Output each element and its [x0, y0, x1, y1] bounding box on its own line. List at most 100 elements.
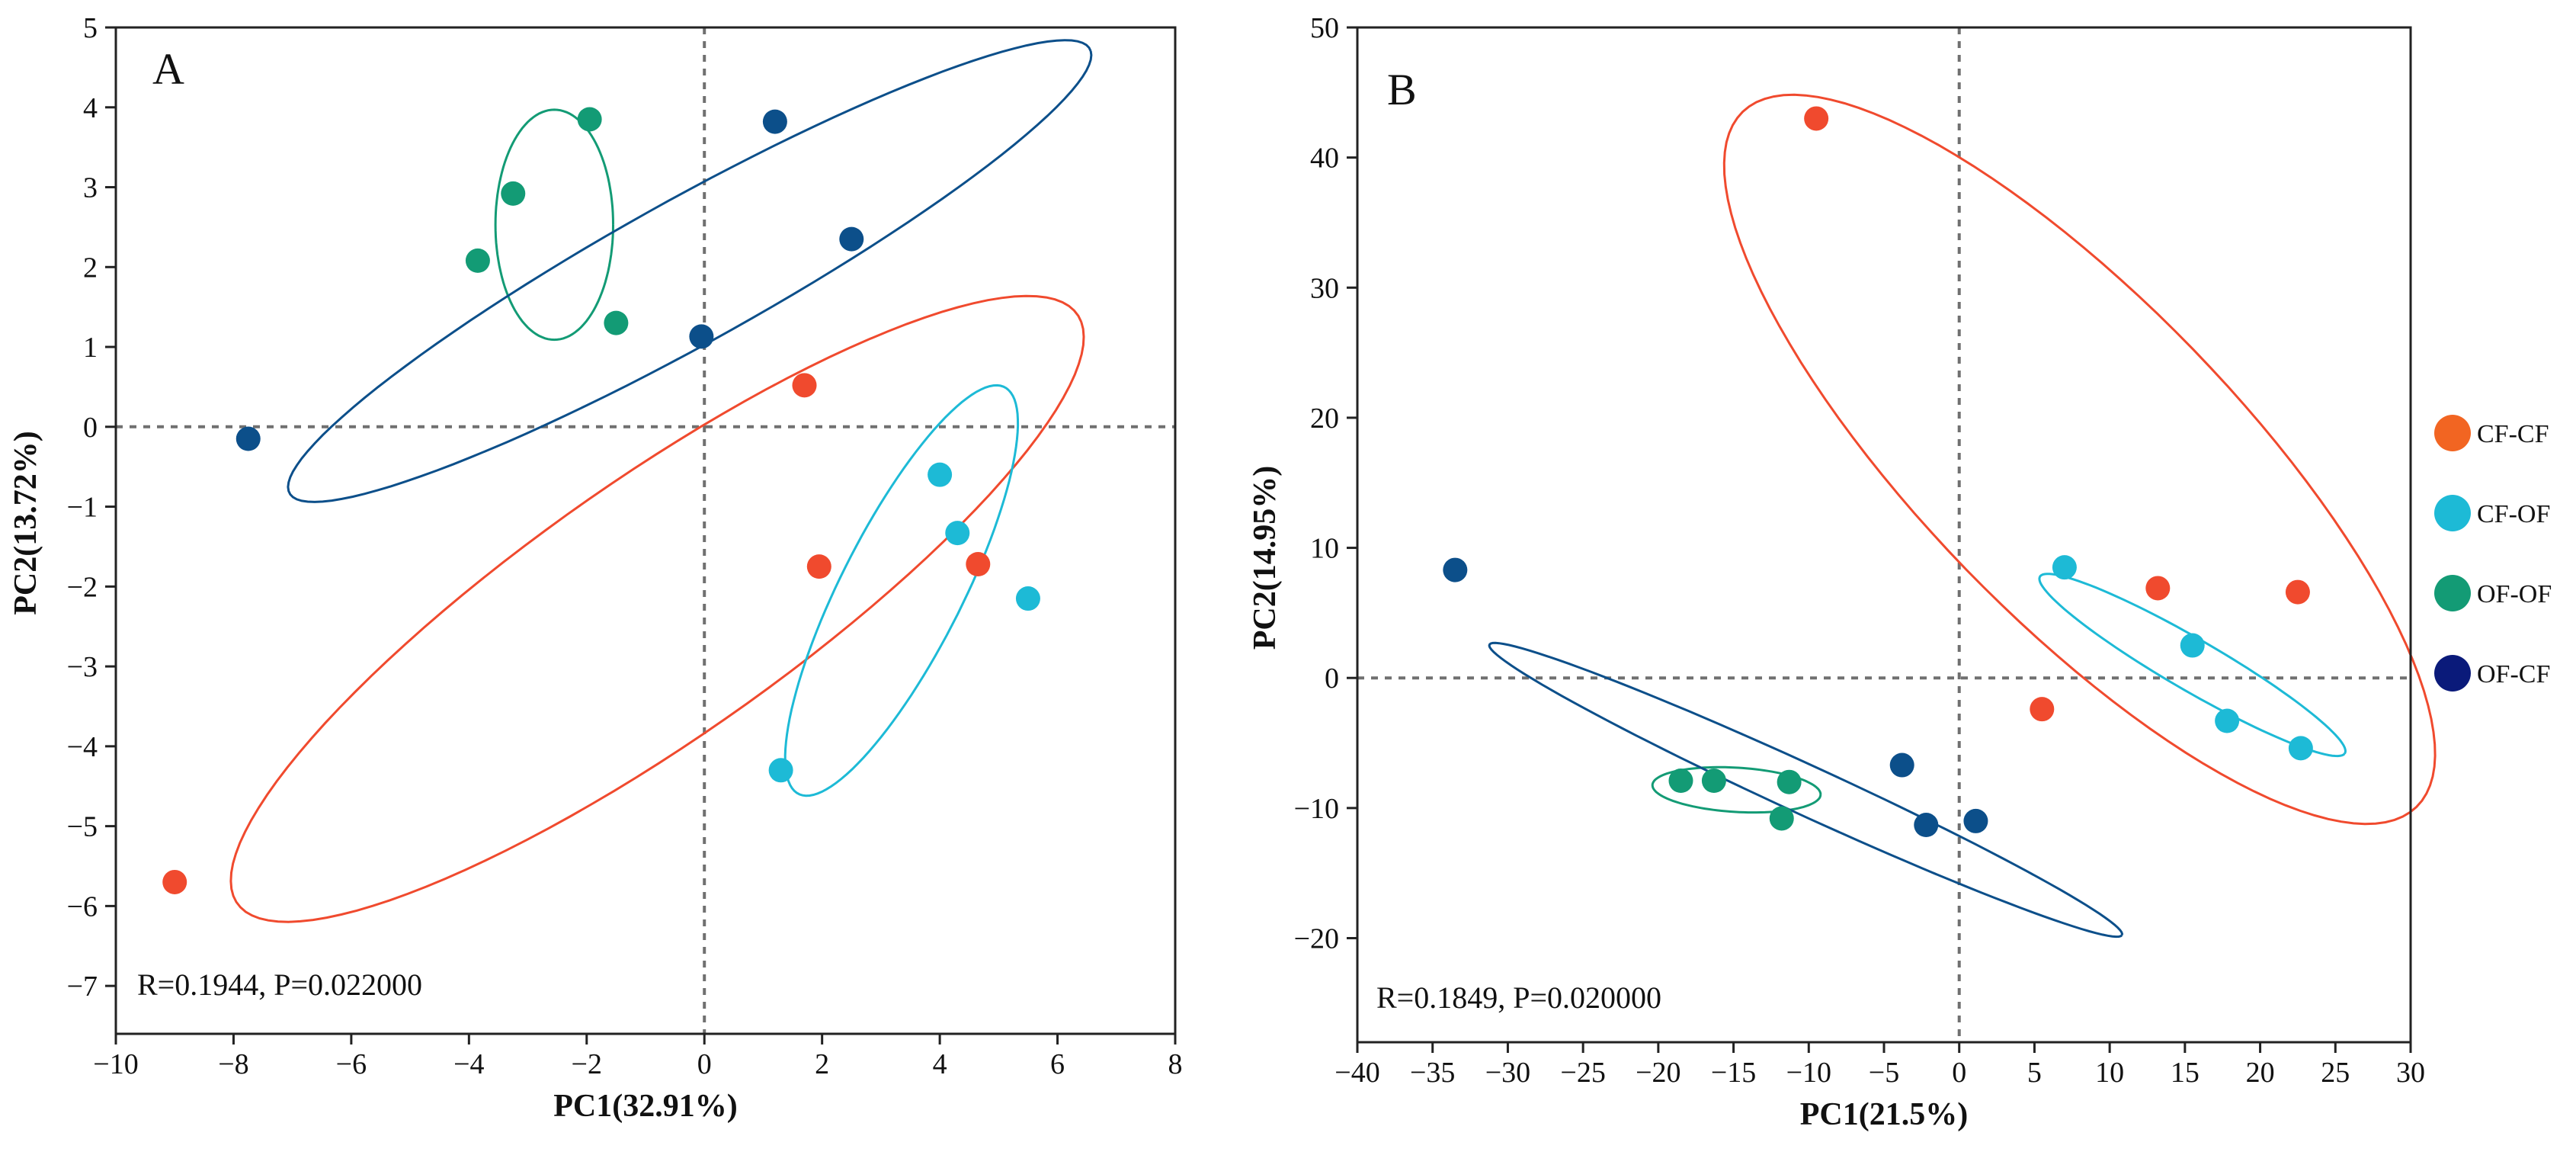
data-point-cf-cf	[162, 869, 187, 894]
x-tick-label: 2	[815, 1048, 829, 1080]
data-point-of-of	[604, 310, 629, 335]
plot-frame	[1356, 26, 2412, 1044]
panel-letter: A	[152, 44, 184, 94]
y-tick-label: −3	[67, 651, 98, 683]
y-tick-label: −5	[67, 811, 98, 843]
y-tick-label: −2	[67, 571, 98, 603]
x-tick-label: 20	[2246, 1057, 2275, 1089]
y-tick-label: 50	[1310, 12, 1339, 44]
data-point-of-of	[501, 181, 526, 206]
data-point-cf-of	[928, 462, 953, 487]
anosim-statistic: R=0.1944, P=0.022000	[137, 967, 422, 1002]
y-tick-label: 0	[83, 412, 98, 444]
legend-marker-of-cf	[2434, 655, 2471, 692]
data-point-of-of	[577, 107, 602, 132]
y-tick-label: 4	[83, 92, 98, 124]
data-point-of-cf	[235, 426, 261, 451]
y-tick-label: −1	[67, 492, 98, 524]
confidence-ellipse-cf-of	[783, 383, 1020, 797]
y-tick-label: 1	[83, 332, 98, 364]
legend-marker-cf-of	[2434, 495, 2471, 531]
data-point-of-cf	[689, 324, 714, 349]
data-point-of-of	[465, 248, 490, 273]
x-tick-label: 0	[1952, 1057, 1966, 1089]
anosim-statistic: R=0.1849, P=0.020000	[1376, 980, 1661, 1015]
y-tick-label: −20	[1294, 923, 1339, 955]
data-point-cf-of	[1015, 586, 1040, 611]
legend-marker-cf-cf	[2434, 415, 2471, 451]
y-tick-label: 5	[83, 12, 98, 44]
y-tick-label: 30	[1310, 272, 1339, 304]
data-point-of-cf	[839, 226, 864, 252]
y-tick-label: −6	[67, 890, 98, 923]
data-point-cf-cf	[1804, 106, 1829, 131]
y-axis-title: PC2(14.95%)	[1248, 466, 1283, 650]
legend-label-cf-cf: CF-CF	[2477, 420, 2549, 448]
y-tick-label: 20	[1310, 403, 1339, 435]
y-tick-label: −4	[67, 731, 98, 763]
y-tick-label: 2	[83, 252, 98, 284]
x-tick-label: 10	[2095, 1057, 2124, 1089]
x-tick-label: −40	[1334, 1057, 1379, 1089]
data-point-cf-cf	[2030, 697, 2055, 722]
legend-marker-of-of	[2434, 575, 2471, 611]
confidence-ellipse-cf-of	[2038, 573, 2347, 758]
x-tick-label: 6	[1050, 1048, 1065, 1080]
x-tick-label: −10	[1786, 1057, 1831, 1089]
data-point-of-cf	[1914, 813, 1939, 838]
y-tick-label: 40	[1310, 143, 1339, 175]
x-tick-label: 25	[2321, 1057, 2350, 1089]
x-tick-label: 8	[1168, 1048, 1183, 1080]
confidence-ellipse-of-cf	[1488, 641, 2124, 939]
x-tick-label: 15	[2171, 1057, 2200, 1089]
data-point-of-of	[1777, 769, 1802, 794]
legend-label-of-of: OF-OF	[2477, 580, 2552, 608]
data-point-cf-of	[945, 521, 970, 546]
data-point-of-cf	[1963, 808, 1988, 833]
x-tick-label: 30	[2396, 1057, 2425, 1089]
data-point-cf-of	[2052, 555, 2077, 580]
y-tick-label: 3	[83, 172, 98, 204]
x-tick-label: 5	[2027, 1057, 2042, 1089]
data-point-cf-cf	[966, 552, 991, 576]
x-tick-label: −5	[1869, 1057, 1899, 1089]
x-tick-label: −4	[453, 1048, 484, 1080]
y-tick-label: −10	[1294, 793, 1339, 825]
y-axis-title: PC2(13.72%)	[8, 431, 43, 615]
panel-letter: B	[1387, 65, 1417, 114]
data-point-cf-cf	[792, 373, 817, 398]
x-tick-label: −20	[1636, 1057, 1680, 1089]
data-point-of-of	[1668, 769, 1693, 794]
x-tick-label: −15	[1711, 1057, 1756, 1089]
x-tick-label: −6	[336, 1048, 367, 1080]
confidence-ellipse-cf-cf	[229, 294, 1085, 923]
confidence-ellipse-of-of	[494, 108, 614, 342]
data-point-cf-cf	[2145, 576, 2171, 601]
data-point-of-cf	[762, 109, 787, 134]
data-point-of-of	[1701, 769, 1726, 794]
data-point-of-of	[1769, 806, 1794, 831]
data-point-cf-of	[2288, 736, 2313, 761]
x-tick-label: 4	[933, 1048, 947, 1080]
legend-label-cf-of: CF-OF	[2477, 500, 2550, 528]
panel-a: −10 −8 −6 −4 −2 0 2 4 6 8−7−6−5−4−3−2−1012345PC1(…	[8, 12, 1183, 1124]
y-tick-label: 10	[1310, 533, 1339, 565]
data-point-cf-of	[2215, 708, 2240, 733]
confidence-ellipse-of-cf	[287, 39, 1093, 503]
panel-b: −40 −35 −30 −25 −20 −15 −10 −5 0 5 10 15 20 25 30 −20 −1…	[1248, 12, 2437, 1132]
x-tick-label: −10	[93, 1048, 138, 1080]
data-point-cf-of	[2180, 633, 2205, 658]
x-tick-label: 0	[697, 1048, 712, 1080]
data-point-cf-of	[768, 758, 793, 783]
data-point-of-cf	[1889, 752, 1914, 778]
plot-frame	[114, 26, 1177, 1035]
data-point-cf-cf	[2285, 579, 2310, 605]
data-point-cf-cf	[806, 554, 831, 579]
legend-label-of-cf: OF-CF	[2477, 660, 2550, 688]
x-tick-label: −8	[218, 1048, 248, 1080]
x-tick-label: −25	[1560, 1057, 1605, 1089]
y-tick-label: 0	[1325, 663, 1339, 695]
x-tick-label: −35	[1410, 1057, 1455, 1089]
y-tick-label: −7	[67, 971, 98, 1003]
